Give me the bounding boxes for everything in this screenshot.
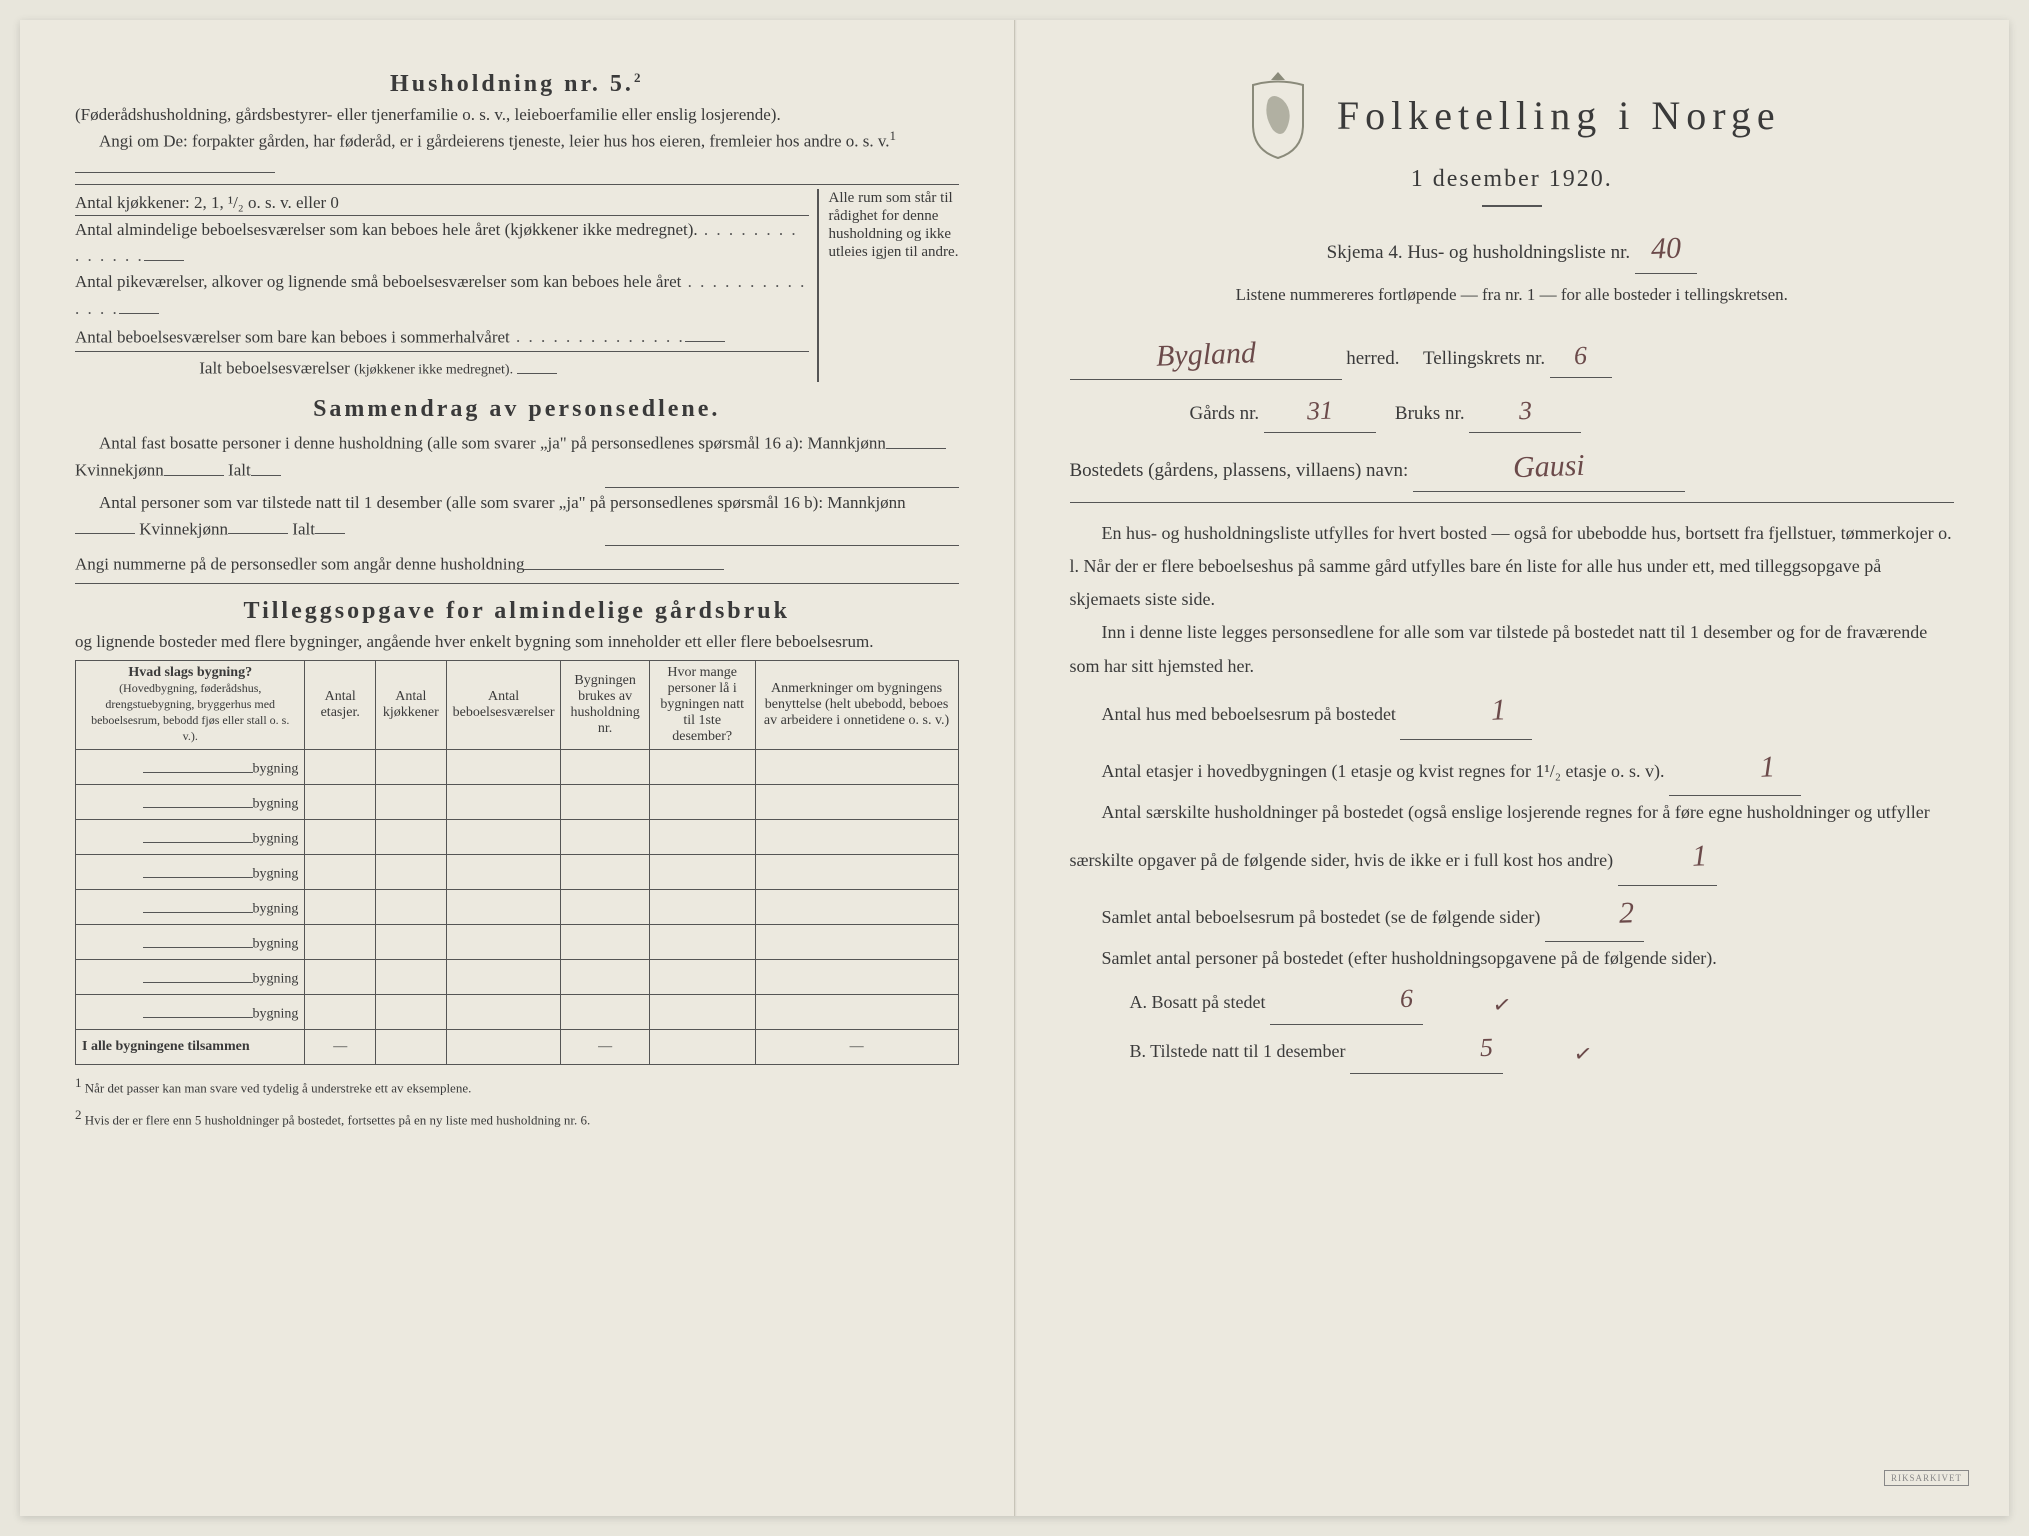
archive-stamp: RIKSARKIVET xyxy=(1884,1470,1969,1486)
household5-heading: Husholdning nr. 5.2 xyxy=(75,70,959,98)
herred-val: Bygland xyxy=(1151,329,1261,381)
table-row: bygning xyxy=(76,959,959,994)
table-row: bygning xyxy=(76,819,959,854)
para1: En hus- og husholdningsliste utfylles fo… xyxy=(1070,517,1955,617)
q5: Samlet antal personer på bostedet (efter… xyxy=(1070,942,1955,975)
main-title: Folketelling i Norge xyxy=(1337,92,1781,139)
check-icon: ✓ xyxy=(1511,1024,1594,1075)
qB: B. Tilstede natt til 1 desember 5 ✓ xyxy=(1070,1025,1955,1074)
para2: Inn i denne liste legges personsedlene f… xyxy=(1070,616,1955,683)
h5-title: Husholdning nr. 5. xyxy=(390,71,634,97)
right-page: Folketelling i Norge 1 desember 1920. Sk… xyxy=(1015,20,2010,1516)
building-table: Hvad slags bygning? (Hovedbygning, føder… xyxy=(75,660,959,1065)
rooms-total: Ialt beboelsesværelser (kjøkkener ikke m… xyxy=(75,354,809,380)
rooms-block: Antal kjøkkener: 2, 1, ¹/₂ o. s. v. elle… xyxy=(75,189,959,382)
table-row: bygning xyxy=(76,749,959,784)
qA: A. Bosatt på stedet 6 ✓ xyxy=(1070,976,1955,1025)
q4: Samlet antal beboelsesrum på bostedet (s… xyxy=(1070,886,1955,943)
table-row: bygning xyxy=(76,994,959,1029)
sam-line1: Antal fast bosatte personer i denne hush… xyxy=(75,429,959,482)
q2-val: 1 xyxy=(1723,739,1780,796)
qA-val: 6 xyxy=(1335,974,1418,1025)
title-block: Folketelling i Norge 1 desember 1920. xyxy=(1070,70,1955,207)
h5-sup2: 1 xyxy=(890,128,897,143)
th-personer: Hvor mange personer lå i bygningen natt … xyxy=(649,660,755,749)
krets-val: 6 xyxy=(1570,335,1592,377)
rooms2: Antal pikeværelser, alkover og lignende … xyxy=(75,270,809,320)
q3: Antal særskilte husholdninger på bostede… xyxy=(1070,796,1955,886)
h5-paren: (Føderådshusholdning, gårdsbestyrer- ell… xyxy=(75,104,959,127)
th-bebo: Antal beboelsesværelser xyxy=(446,660,561,749)
tillegg-sub: og lignende bosteder med flere bygninger… xyxy=(75,631,959,654)
kitchens: Antal kjøkkener: 2, 1, ¹/₂ o. s. v. elle… xyxy=(75,191,809,216)
q1-val: 1 xyxy=(1454,682,1511,739)
census-form-sheet: Husholdning nr. 5.2 (Føderådshusholdning… xyxy=(20,20,2009,1516)
footnote2: 2 Hvis der er flere enn 5 husholdninger … xyxy=(75,1107,959,1129)
bosted-val: Gausi xyxy=(1508,441,1589,492)
rooms3: Antal beboelsesværelser som bare kan beb… xyxy=(75,323,809,349)
h5-blank-line xyxy=(75,154,275,174)
gards-val: 31 xyxy=(1302,389,1337,432)
rooms1: Antal almindelige beboelsesværelser som … xyxy=(75,218,809,268)
table-row: bygning xyxy=(76,784,959,819)
title-divider xyxy=(1482,205,1542,207)
brace-text: Alle rum som står til rådighet for denne… xyxy=(817,189,959,382)
q3-val: 1 xyxy=(1655,828,1712,885)
bosted-line: Bostedets (gårdens, plassens, villaens) … xyxy=(1070,443,1955,492)
q1: Antal hus med beboelsesrum på bostedet 1 xyxy=(1070,683,1955,740)
th-bygning: Hvad slags bygning? (Hovedbygning, føder… xyxy=(76,660,305,749)
sammendrag-heading: Sammendrag av personsedlene. xyxy=(75,396,959,423)
building-tbody: bygning bygning bygning bygning bygning … xyxy=(76,749,959,1064)
h5-rest: forpakter gården, har føderåd, er i gård… xyxy=(192,132,889,151)
th-kjokken: Antal kjøkkener xyxy=(376,660,447,749)
bruks-val: 3 xyxy=(1514,390,1536,432)
table-row: bygning xyxy=(76,924,959,959)
check-icon: ✓ xyxy=(1431,975,1514,1026)
skjema-line: Skjema 4. Hus- og husholdningsliste nr. … xyxy=(1070,225,1955,274)
h5-lead: Angi om De: xyxy=(99,132,188,151)
qB-val: 5 xyxy=(1415,1023,1498,1074)
table-row: bygning xyxy=(76,854,959,889)
left-page: Husholdning nr. 5.2 (Føderådshusholdning… xyxy=(20,20,1015,1516)
instructions: En hus- og husholdningsliste utfylles fo… xyxy=(1070,517,1955,683)
listene-note: Listene nummereres fortløpende — fra nr.… xyxy=(1070,284,1955,307)
liste-nr: 40 xyxy=(1646,224,1686,273)
sam-line2: Antal personer som var tilstede natt til… xyxy=(75,492,959,542)
herred-line: Bygland herred. Tellingskrets nr. 6 xyxy=(1070,331,1955,380)
table-total-row: I alle bygningene tilsammen — — — xyxy=(76,1029,959,1064)
q2: Antal etasjer i hovedbygningen (1 etasje… xyxy=(1070,740,1955,797)
th-anm: Anmerkninger om bygningens benyttelse (h… xyxy=(755,660,958,749)
th-brukes: Bygningen brukes av husholdning nr. xyxy=(561,660,649,749)
questions: Antal hus med beboelsesrum på bostedet 1… xyxy=(1070,683,1955,1074)
date-subtitle: 1 desember 1920. xyxy=(1070,166,1955,193)
h5-sup: 2 xyxy=(634,70,644,85)
gards-line: Gårds nr. 31 Bruks nr. 3 xyxy=(1070,390,1955,433)
crest-icon xyxy=(1243,70,1313,160)
tillegg-heading: Tilleggsopgave for almindelige gårdsbruk xyxy=(75,598,959,625)
footnote1: 1 Når det passer kan man svare ved tydel… xyxy=(75,1075,959,1097)
q4-val: 2 xyxy=(1582,885,1639,942)
sam-line3: Angi nummerne på de personsedler som ang… xyxy=(75,550,959,577)
th-etasjer: Antal etasjer. xyxy=(305,660,376,749)
h5-angi: Angi om De: forpakter gården, har føderå… xyxy=(75,127,959,180)
table-row: bygning xyxy=(76,889,959,924)
